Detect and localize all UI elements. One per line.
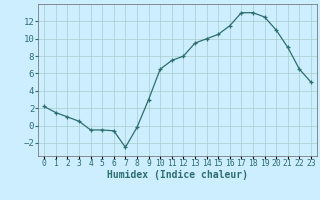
X-axis label: Humidex (Indice chaleur): Humidex (Indice chaleur) (107, 170, 248, 180)
